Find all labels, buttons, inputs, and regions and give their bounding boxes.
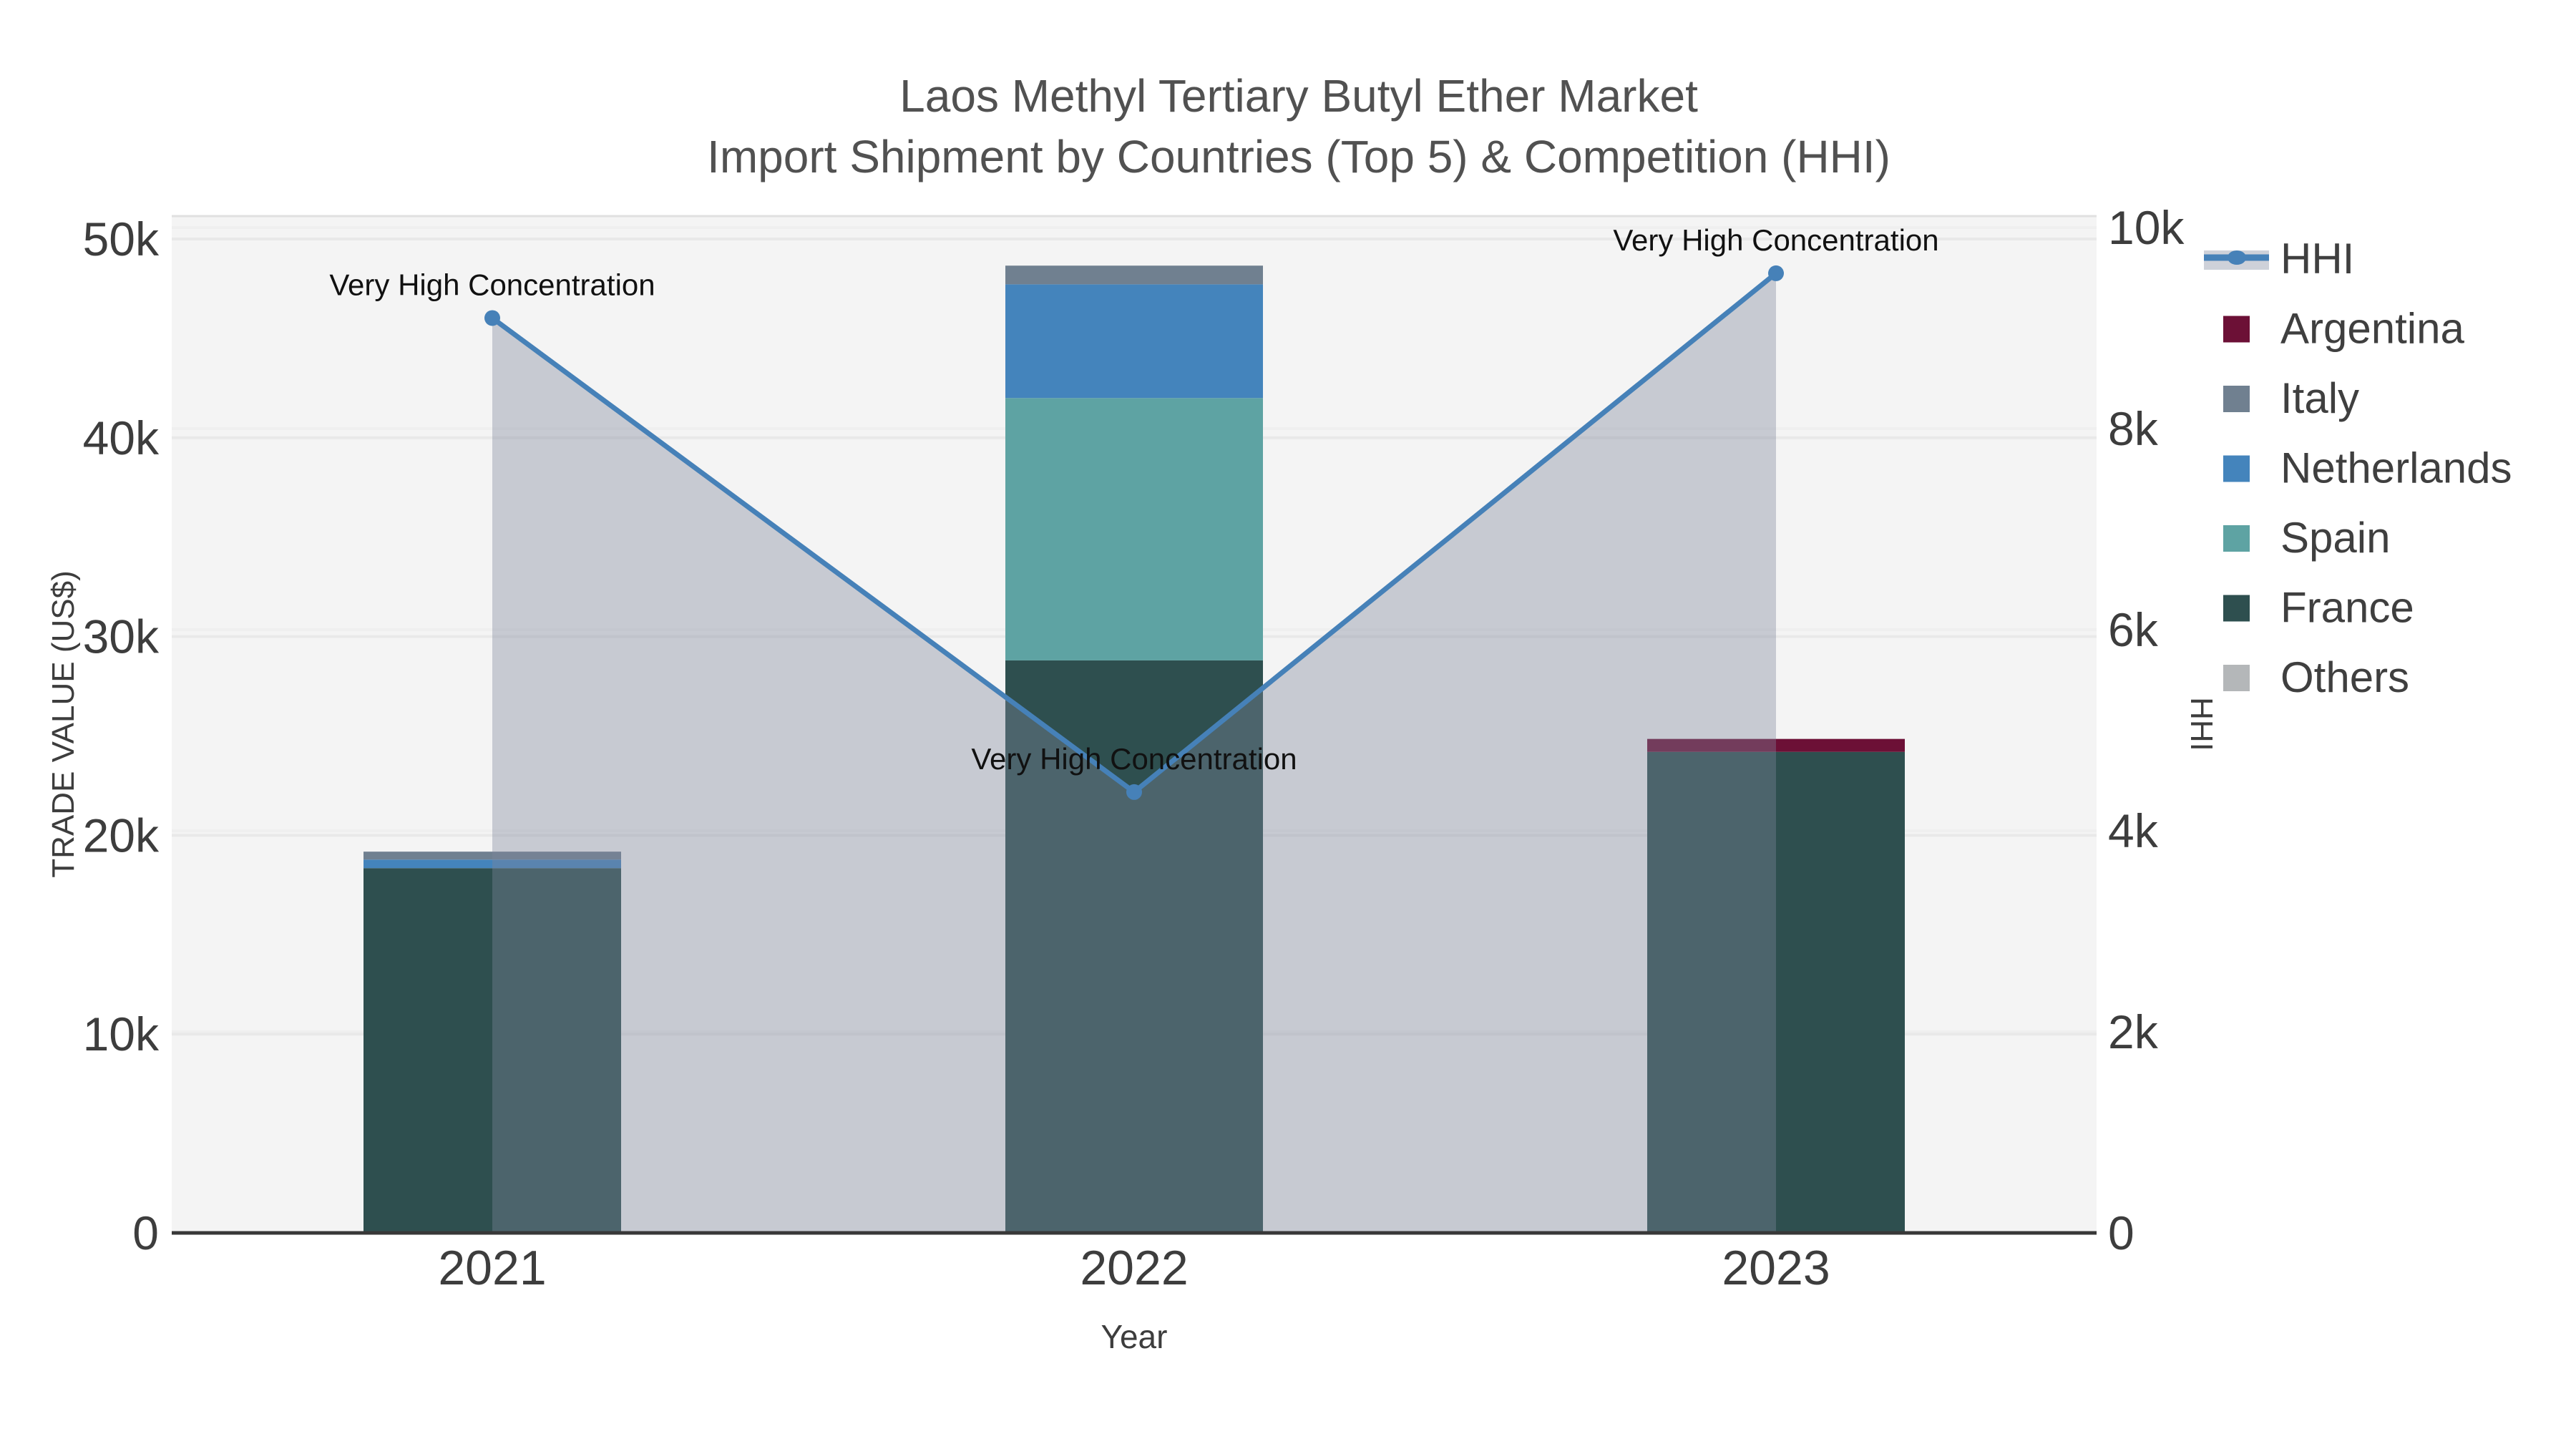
legend-swatch-france (2223, 595, 2250, 622)
legend-item-france[interactable]: France (2223, 584, 2414, 632)
right-tick-0: 0 (2108, 1206, 2135, 1259)
legend-label-netherlands: Netherlands (2280, 444, 2512, 492)
chart-title-line1: Laos Methyl Tertiary Butyl Ether Market (899, 70, 1698, 122)
chart-title-line2: Import Shipment by Countries (Top 5) & C… (707, 131, 1890, 182)
legend-swatch-others (2223, 665, 2250, 691)
legend-label-hhi: HHI (2280, 235, 2354, 283)
right-tick-8k: 8k (2108, 402, 2159, 455)
tick-labels-layer: 0 10k 20k 30k 40k 50k 0 2k 4k 6k 8k 10k 2021 2022 2023 (83, 201, 2185, 1295)
legend-label-spain: Spain (2280, 514, 2390, 562)
annotations-layer: Very High Concentration Very High Concent… (329, 223, 1938, 776)
x-tick-2022: 2022 (1080, 1241, 1188, 1295)
left-tick-0: 0 (132, 1206, 159, 1259)
legend-item-hhi[interactable]: HHI (2204, 235, 2354, 283)
hhi-marker-2022[interactable] (1126, 784, 1142, 800)
bar-segment-france-2023[interactable] (1647, 751, 1905, 1233)
bars-layer (364, 265, 1905, 1233)
right-tick-10k: 10k (2108, 201, 2185, 254)
bar-segment-italy-2021[interactable] (364, 852, 621, 860)
legend-swatch-italy (2223, 386, 2250, 412)
legend-label-others: Others (2280, 653, 2409, 701)
annotation-2023: Very High Concentration (1613, 223, 1938, 257)
right-tick-6k: 6k (2108, 603, 2159, 656)
bar-segment-france-2022[interactable] (1005, 660, 1263, 1233)
bar-segment-spain-2022[interactable] (1005, 398, 1263, 660)
right-axis-title: HHI (2184, 697, 2219, 751)
bar-segment-argentina-2023[interactable] (1647, 738, 1905, 752)
legend-label-italy: Italy (2280, 374, 2359, 422)
legend-item-italy[interactable]: Italy (2223, 374, 2359, 422)
hhi-marker-2021[interactable] (484, 310, 500, 326)
right-tick-4k: 4k (2108, 804, 2159, 857)
x-tick-2021: 2021 (438, 1241, 546, 1295)
left-tick-10k: 10k (83, 1008, 160, 1060)
right-tick-2k: 2k (2108, 1005, 2159, 1058)
left-axis-title: TRADE VALUE (US$) (46, 570, 81, 878)
hhi-area-fill (492, 273, 1776, 1233)
legend-item-others[interactable]: Others (2223, 653, 2409, 701)
legend-label-argentina: Argentina (2280, 305, 2464, 353)
x-tick-2023: 2023 (1722, 1241, 1830, 1295)
hhi-marker-2023[interactable] (1768, 265, 1784, 281)
annotation-2022: Very High Concentration (971, 742, 1297, 776)
legend-item-netherlands[interactable]: Netherlands (2223, 444, 2512, 492)
legend-swatch-netherlands (2223, 455, 2250, 482)
annotation-2021: Very High Concentration (329, 268, 655, 301)
bar-segment-netherlands-2022[interactable] (1005, 284, 1263, 399)
legend-swatch-spain (2223, 525, 2250, 552)
x-axis-title: Year (1101, 1318, 1168, 1355)
hhi-series-layer (484, 265, 1784, 1233)
left-tick-40k: 40k (83, 411, 160, 464)
legend-item-argentina[interactable]: Argentina (2223, 305, 2464, 353)
left-tick-50k: 50k (83, 213, 160, 265)
bar-segment-italy-2022[interactable] (1005, 265, 1263, 285)
bar-segment-netherlands-2021[interactable] (364, 859, 621, 869)
legend-label-france: France (2280, 584, 2414, 632)
left-tick-30k: 30k (83, 610, 160, 663)
legend-swatch-argentina (2223, 316, 2250, 343)
legend-item-spain[interactable]: Spain (2223, 514, 2390, 562)
bar-segment-france-2021[interactable] (364, 868, 621, 1233)
legend-hhi-marker-icon (2228, 250, 2246, 265)
legend-layer: HHI Argentina Italy Netherlands Spain France O… (2204, 235, 2512, 701)
left-tick-20k: 20k (83, 809, 160, 862)
